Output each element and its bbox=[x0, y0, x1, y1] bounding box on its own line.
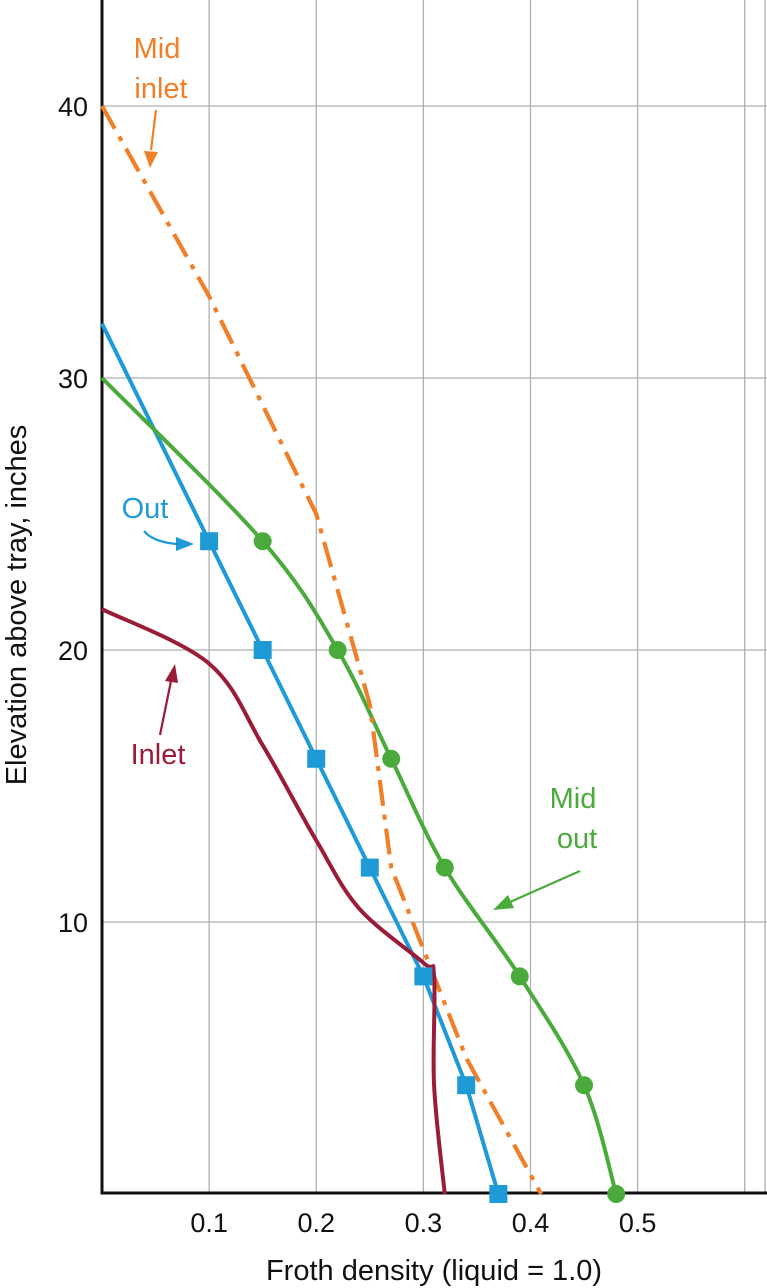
series-line-mid-inlet bbox=[100, 104, 544, 1196]
svg-text:Mid inlet: Mid inlet bbox=[134, 33, 189, 105]
marker-out bbox=[414, 967, 433, 986]
y-axis-title: Elevation above tray, inches bbox=[1, 425, 33, 786]
annotation-inlet-arrowhead bbox=[165, 664, 178, 683]
annotation-inlet-label: Inlet bbox=[131, 739, 186, 771]
annotation-out: Out bbox=[122, 493, 194, 551]
y-tick-label: 30 bbox=[58, 364, 88, 394]
marker-out bbox=[457, 1076, 476, 1095]
annotation-mid-out: Mid out bbox=[493, 783, 605, 910]
marker-out bbox=[307, 749, 326, 768]
y-tick-label: 10 bbox=[58, 908, 88, 938]
marker-mid-out bbox=[510, 967, 529, 986]
marker-out bbox=[200, 532, 219, 551]
annotation-inlet: Inlet bbox=[131, 664, 186, 771]
annotation-mid-inlet-line2: inlet bbox=[134, 73, 187, 105]
annotation-mid-inlet-line1: Mid bbox=[134, 33, 181, 65]
annotation-out-label: Out bbox=[122, 493, 169, 525]
marker-out bbox=[489, 1185, 508, 1203]
series-line-out bbox=[100, 322, 501, 1195]
y-tick-label: 20 bbox=[58, 636, 88, 666]
series-markers bbox=[200, 532, 626, 1203]
marker-out bbox=[253, 641, 272, 659]
annotation-mid-inlet-arrowhead bbox=[144, 151, 158, 168]
x-tick-label: 0.3 bbox=[405, 1208, 443, 1238]
grid bbox=[102, 0, 767, 1194]
marker-mid-out bbox=[607, 1185, 626, 1203]
tick-labels: 0.1 0.2 0.3 0.4 0.5 10 20 30 40 bbox=[58, 92, 656, 1238]
x-tick-label: 0.4 bbox=[512, 1208, 550, 1238]
annotation-mid-out-arrowhead bbox=[493, 895, 514, 910]
marker-mid-out bbox=[575, 1076, 594, 1095]
marker-out bbox=[360, 858, 379, 877]
annotation-mid-out-line2: out bbox=[557, 823, 597, 855]
annotation-out-arrowhead bbox=[176, 537, 194, 551]
annotation-mid-inlet: Mid inlet bbox=[134, 33, 189, 168]
annotation-mid-out-line1: Mid bbox=[550, 783, 597, 815]
annotation-out-arrow bbox=[143, 530, 178, 546]
series-lines bbox=[100, 104, 619, 1196]
series-line-mid-out bbox=[100, 376, 619, 1195]
x-axis-title: Froth density (liquid = 1.0) bbox=[266, 1255, 602, 1287]
annotation-inlet-arrow bbox=[158, 680, 173, 736]
x-tick-label: 0.1 bbox=[190, 1208, 228, 1238]
axes bbox=[100, 0, 767, 1195]
marker-mid-out bbox=[435, 858, 454, 877]
series-line-inlet bbox=[101, 607, 447, 1195]
x-tick-label: 0.5 bbox=[619, 1208, 657, 1238]
annotation-mid-out-arrow bbox=[509, 869, 581, 904]
x-tick-label: 0.2 bbox=[297, 1208, 335, 1238]
marker-mid-out bbox=[328, 641, 347, 659]
svg-text:Mid out: Mid out bbox=[550, 783, 605, 855]
y-tick-label: 40 bbox=[58, 92, 88, 122]
marker-mid-out bbox=[253, 532, 272, 551]
annotation-mid-inlet-arrow bbox=[149, 109, 158, 151]
marker-mid-out bbox=[382, 749, 401, 768]
